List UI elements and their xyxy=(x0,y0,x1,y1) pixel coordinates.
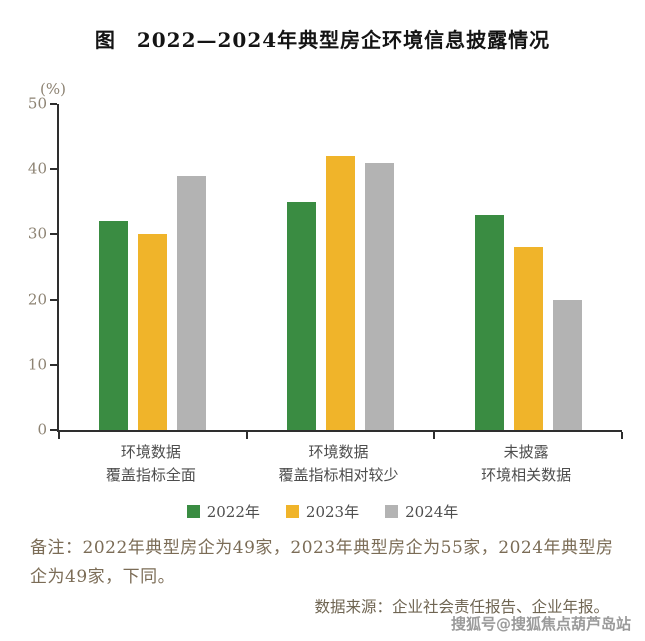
bar-group xyxy=(247,104,435,430)
y-tick-mark xyxy=(50,298,57,301)
legend: 2022年 2023年 2024年 xyxy=(0,501,645,522)
bar-2022年-环境数据 xyxy=(287,201,316,430)
chart-title: 图 2022—2024年典型房企环境信息披露情况 xyxy=(94,28,551,52)
y-tick-label: 40 xyxy=(27,159,47,178)
legend-swatch-icon xyxy=(186,505,200,518)
legend-label: 2022年 xyxy=(206,503,260,521)
y-tick-label: 30 xyxy=(27,224,47,243)
notes-text: 备注：2022年典型房企为49家，2023年典型房企为55家，2024年典型房企… xyxy=(30,538,614,587)
y-tick-mark xyxy=(50,233,57,236)
x-tick-mark xyxy=(621,432,623,439)
x-tick-mark xyxy=(245,432,248,439)
y-tick-mark xyxy=(50,103,57,105)
x-tick-mark xyxy=(433,432,436,439)
legend-swatch-icon xyxy=(385,505,399,518)
legend-swatch-icon xyxy=(285,505,299,518)
legend-item: 2024年 xyxy=(385,501,458,522)
bar-2022年-环境数据 xyxy=(99,221,129,430)
bar-2023年-环境数据 xyxy=(138,234,168,430)
y-tick-mark xyxy=(50,363,57,366)
y-tick-label: 10 xyxy=(27,355,47,374)
bar-2023年-环境数据 xyxy=(326,156,355,430)
bar-group xyxy=(434,104,622,430)
legend-label: 2023年 xyxy=(305,503,360,521)
bar-2024年-环境数据 xyxy=(177,175,207,430)
bar-2023年-未披露 xyxy=(513,247,543,430)
y-tick-label: 20 xyxy=(27,290,47,309)
x-tick-mark xyxy=(58,432,60,439)
bar-2024年-环境数据 xyxy=(365,162,394,430)
x-axis-labels: 环境数据 覆盖指标全面 环境数据 覆盖指标相对较少 未披露 环境相关数据 xyxy=(57,441,620,488)
legend-item: 2023年 xyxy=(285,501,360,522)
x-category-label: 环境数据 覆盖指标全面 xyxy=(105,443,196,485)
bar-group xyxy=(59,104,247,430)
plot-area: 0 10 20 30 40 50 xyxy=(28,96,623,439)
legend-label: 2024年 xyxy=(405,503,459,521)
y-tick-label: 50 xyxy=(27,94,47,113)
y-tick-label: 0 xyxy=(37,420,47,439)
y-tick-mark xyxy=(50,168,57,171)
bars-area xyxy=(59,104,622,430)
watermark-text: 搜狐号@搜狐焦点葫芦岛站 xyxy=(450,615,631,633)
y-tick-mark xyxy=(50,429,57,431)
y-axis-unit-label: (%) xyxy=(40,80,66,98)
source-text: 数据来源：企业社会责任报告、企业年报。 xyxy=(314,598,609,616)
x-category-label: 环境数据 覆盖指标相对较少 xyxy=(278,443,399,485)
bar-2022年-未披露 xyxy=(474,214,504,430)
bar-2024年-未披露 xyxy=(552,299,582,430)
legend-item: 2022年 xyxy=(186,501,260,522)
x-category-label: 未披露 环境相关数据 xyxy=(481,443,572,485)
